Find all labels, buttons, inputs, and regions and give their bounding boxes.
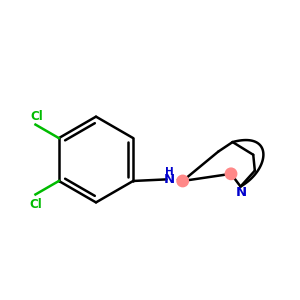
Text: N: N (236, 186, 247, 199)
Text: N: N (164, 173, 175, 186)
Circle shape (225, 168, 237, 179)
Text: Cl: Cl (31, 110, 44, 123)
Text: H: H (165, 167, 173, 177)
Text: Cl: Cl (29, 198, 42, 211)
Circle shape (177, 175, 188, 187)
